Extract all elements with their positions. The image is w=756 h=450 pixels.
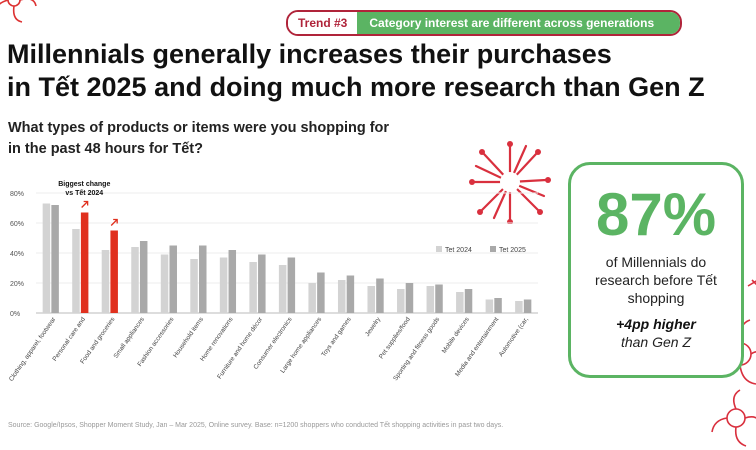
question-subtitle: What types of products or items were you… xyxy=(8,118,428,160)
y-tick-label: 40% xyxy=(10,251,24,258)
page-title-line2: in Tết 2025 and doing much more research… xyxy=(7,72,705,102)
bar-2024 xyxy=(72,229,80,313)
bar-2025 xyxy=(287,257,296,313)
bar-2024 xyxy=(515,301,523,313)
bar-2025 xyxy=(80,212,89,313)
legend-swatch xyxy=(490,246,496,252)
page-title-line1: Millennials generally increases their pu… xyxy=(7,39,612,69)
category-label: Toys and games xyxy=(320,316,352,358)
source-note: Source: Google/Ipsos, Shopper Moment Stu… xyxy=(8,422,504,429)
bar-2024 xyxy=(337,280,346,313)
bar-2025 xyxy=(346,275,355,313)
annotation-line1: Biggest change xyxy=(58,181,110,188)
bar-2025 xyxy=(258,254,266,313)
subtitle-line1: What types of products or items were you… xyxy=(8,120,390,136)
stat-desc-line2: research before Tết xyxy=(595,272,717,288)
category-label: Jewelry xyxy=(364,315,383,337)
category-label: Small appliances xyxy=(113,316,146,360)
trend-pill: Trend #3 Category interest are different… xyxy=(286,10,683,36)
bar-2024 xyxy=(101,250,110,313)
bar-2025 xyxy=(169,245,177,313)
subtitle-line2: in the past 48 hours for Tết? xyxy=(8,141,203,157)
trend-text: Category interest are different across g… xyxy=(357,12,681,34)
category-label: Personal care and xyxy=(51,316,87,363)
bar-2024 xyxy=(367,286,375,313)
up-arrow-icon xyxy=(81,200,89,208)
legend-swatch xyxy=(436,246,442,252)
bar-2025 xyxy=(228,250,237,313)
up-arrow-icon xyxy=(110,218,118,226)
category-label: Automotive (car, xyxy=(498,316,530,358)
legend-label: Tet 2024 xyxy=(445,247,472,254)
bar-2024 xyxy=(160,254,169,313)
trend-tag: Trend #3 xyxy=(288,12,358,34)
stat-desc-line3: shopping xyxy=(627,290,685,306)
bar-2025 xyxy=(376,278,384,313)
y-tick-label: 80% xyxy=(10,191,24,198)
bar-2024 xyxy=(426,286,435,313)
bar-chart: 0% 20% 40% 60% 80% Clothing, apparel, footwea… xyxy=(8,181,538,383)
legend-label: Tet 2025 xyxy=(499,247,526,254)
bar-2025 xyxy=(317,272,325,313)
category-label: Food and groceries xyxy=(79,316,116,365)
category-label: Household items xyxy=(172,316,205,359)
bar-2024 xyxy=(308,283,316,313)
bar-2024 xyxy=(190,259,198,313)
category-label: Clothing, apparel, footwear xyxy=(8,315,58,382)
blossom-top-left-icon xyxy=(0,0,37,23)
bar-2025 xyxy=(51,205,59,313)
firework-icon xyxy=(469,141,551,224)
category-label: Home renovations xyxy=(199,316,234,363)
annotation-line2: vs Tết 2024 xyxy=(65,189,103,197)
bar-2024 xyxy=(249,262,257,313)
y-tick-label: 60% xyxy=(10,221,24,228)
stat-percentage: 87% xyxy=(595,181,717,248)
bar-2024 xyxy=(397,289,405,313)
stat-comparison: than Gen Z xyxy=(620,334,692,350)
y-tick-label: 0% xyxy=(10,311,20,318)
stat-description: of Millennials do research before Tết sh… xyxy=(571,253,741,307)
bar-2024 xyxy=(485,299,494,313)
bar-2025 xyxy=(435,284,443,313)
y-tick-label: 20% xyxy=(10,281,24,288)
bar-2024 xyxy=(131,247,139,313)
category-label: Pet supplies/food xyxy=(378,316,412,361)
bar-2024 xyxy=(42,203,51,313)
bar-2025 xyxy=(139,241,148,313)
bar-2025 xyxy=(494,298,502,313)
bar-2025 xyxy=(464,289,473,313)
bar-2025 xyxy=(405,283,414,313)
bar-2025 xyxy=(199,245,207,313)
bar-2024 xyxy=(456,292,464,313)
stat-card: 87% of Millennials do research before Tế… xyxy=(568,162,744,378)
bar-2025 xyxy=(523,299,532,313)
bar-2024 xyxy=(278,265,287,313)
stat-delta: +4pp higher xyxy=(616,316,696,332)
category-label: Mobile devices xyxy=(441,316,471,355)
bar-2024 xyxy=(219,257,228,313)
page-title: Millennials generally increases their pu… xyxy=(7,38,747,104)
stat-desc-line1: of Millennials do xyxy=(605,254,707,270)
bar-2025 xyxy=(110,230,118,313)
